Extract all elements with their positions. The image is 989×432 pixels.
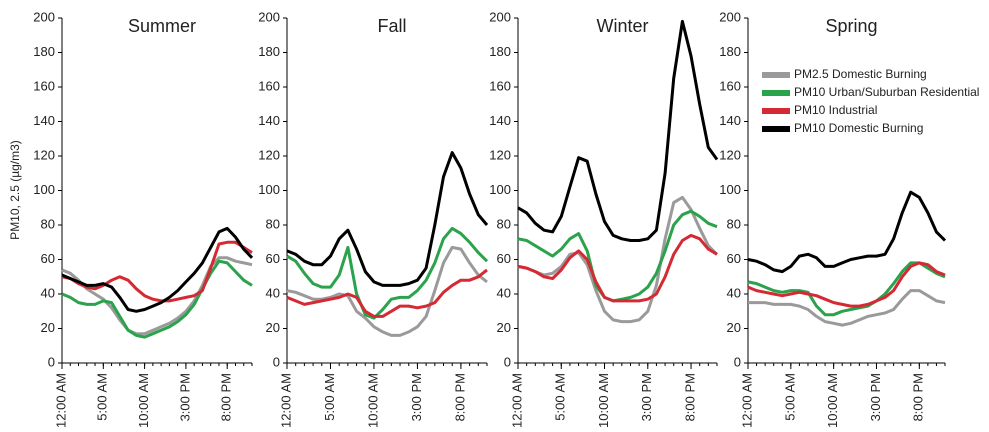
y-tick-label: 0	[48, 354, 55, 369]
y-axis-label: PM10, 2.5 (µg/m3)	[8, 140, 22, 240]
x-tick-label: 12:00 AM	[278, 373, 293, 428]
x-tick-label: 10:00 AM	[365, 373, 380, 428]
x-tick-label: 5:00 AM	[95, 373, 110, 421]
x-tick-label: 8:00 PM	[219, 373, 234, 421]
y-tick-label: 80	[266, 216, 280, 231]
y-tick-label: 140	[719, 113, 741, 128]
y-tick-label: 140	[489, 113, 511, 128]
y-tick-label: 100	[258, 182, 280, 197]
y-tick-label: 180	[719, 44, 741, 59]
y-tick-label: 40	[41, 285, 55, 300]
x-tick-label: 12:00 AM	[53, 373, 68, 428]
y-tick-label: 100	[719, 182, 741, 197]
x-tick-label: 5:00 AM	[553, 373, 568, 421]
x-tick-label: 8:00 PM	[452, 373, 467, 421]
y-tick-label: 120	[489, 147, 511, 162]
y-tick-label: 60	[727, 251, 741, 266]
y-tick-label: 80	[41, 216, 55, 231]
series-line	[747, 261, 946, 308]
y-tick-label: 20	[41, 320, 55, 335]
panel-title: Fall	[377, 16, 406, 36]
y-tick-label: 0	[504, 354, 511, 369]
panel-title: Winter	[596, 16, 648, 36]
y-tick-label: 40	[727, 285, 741, 300]
x-tick-label: 3:00 PM	[639, 373, 654, 421]
x-tick-label: 10:00 AM	[596, 373, 611, 428]
series-line	[286, 226, 489, 320]
x-tick-label: 8:00 PM	[682, 373, 697, 421]
y-tick-label: 60	[497, 251, 511, 266]
legend-label: PM10 Industrial	[794, 103, 877, 117]
series-line	[517, 233, 718, 303]
y-tick-label: 60	[41, 251, 55, 266]
series-line	[61, 259, 253, 339]
y-tick-label: 140	[33, 113, 55, 128]
y-tick-label: 160	[489, 78, 511, 93]
panel-title: Summer	[128, 16, 196, 36]
y-tick-label: 120	[719, 147, 741, 162]
y-tick-label: 20	[266, 320, 280, 335]
y-tick-label: 100	[33, 182, 55, 197]
series-line	[517, 195, 719, 324]
series-line	[286, 268, 488, 318]
x-tick-label: 8:00 PM	[911, 373, 926, 421]
y-tick-label: 100	[489, 182, 511, 197]
series-line	[286, 245, 488, 337]
x-tick-label: 5:00 AM	[782, 373, 797, 421]
y-tick-label: 40	[497, 285, 511, 300]
legend-label: PM10 Domestic Burning	[794, 121, 923, 135]
y-tick-label: 60	[266, 251, 280, 266]
series-line	[517, 209, 718, 303]
x-tick-label: 12:00 AM	[739, 373, 754, 428]
x-tick-label: 5:00 AM	[322, 373, 337, 421]
y-tick-label: 0	[273, 354, 280, 369]
series-line	[61, 226, 254, 313]
y-tick-label: 80	[727, 216, 741, 231]
x-tick-label: 10:00 AM	[825, 373, 840, 428]
series-line	[748, 289, 946, 327]
y-tick-label: 140	[258, 113, 280, 128]
y-tick-label: 180	[489, 44, 511, 59]
series-line	[61, 256, 253, 336]
panel-title: Spring	[825, 16, 877, 36]
legend-label: PM10 Urban/Suburban Residential	[794, 85, 979, 99]
y-tick-label: 20	[497, 320, 511, 335]
series-line	[747, 190, 947, 274]
x-tick-label: 10:00 AM	[136, 373, 151, 428]
y-tick-label: 200	[33, 9, 55, 24]
y-tick-label: 40	[266, 285, 280, 300]
y-tick-label: 120	[258, 147, 280, 162]
y-tick-label: 180	[258, 44, 280, 59]
x-tick-label: 3:00 PM	[409, 373, 424, 421]
y-tick-label: 200	[719, 9, 741, 24]
y-tick-label: 80	[497, 216, 511, 231]
x-tick-label: 12:00 AM	[509, 373, 524, 428]
series-line	[747, 261, 946, 317]
x-tick-label: 3:00 PM	[177, 373, 192, 421]
y-tick-label: 180	[33, 44, 55, 59]
y-tick-label: 200	[489, 9, 511, 24]
y-tick-label: 0	[734, 354, 741, 369]
legend-label: PM2.5 Domestic Burning	[794, 67, 927, 81]
y-tick-label: 160	[719, 78, 741, 93]
series-line	[286, 151, 489, 287]
y-tick-label: 160	[33, 78, 55, 93]
y-tick-label: 200	[258, 9, 280, 24]
x-tick-label: 3:00 PM	[868, 373, 883, 421]
y-tick-label: 20	[727, 320, 741, 335]
series-line	[517, 19, 719, 242]
series-line	[61, 240, 253, 303]
y-tick-label: 160	[258, 78, 280, 93]
y-tick-label: 120	[33, 147, 55, 162]
